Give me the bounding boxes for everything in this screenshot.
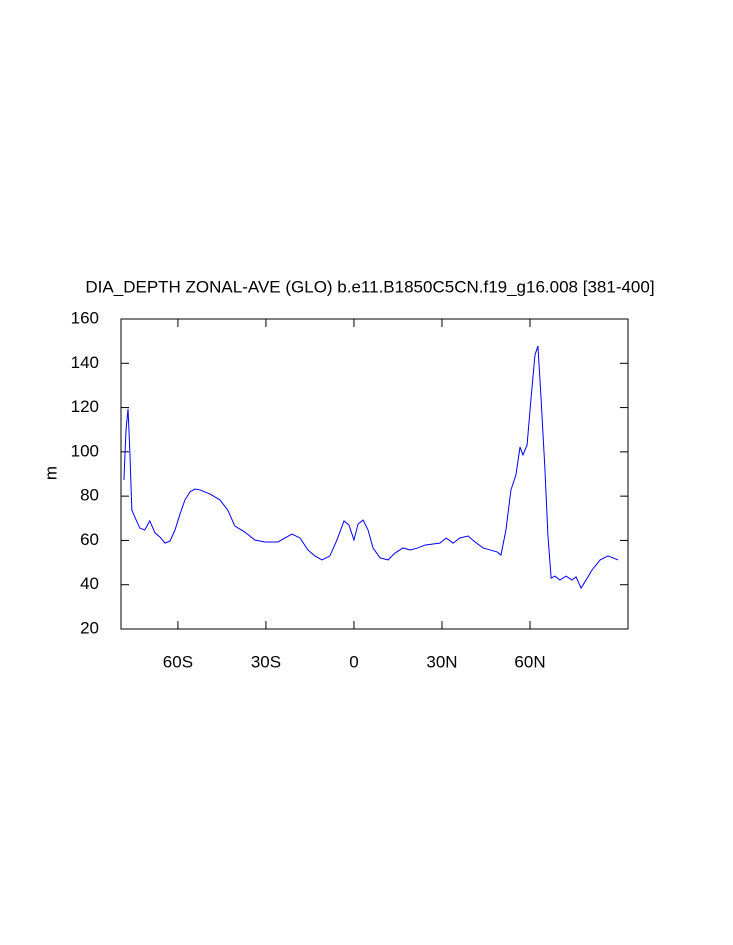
y-axis-label: m	[41, 466, 60, 480]
chart-title: DIA_DEPTH ZONAL-AVE (GLO) b.e11.B1850C5C…	[85, 277, 654, 296]
y-tick-label: 60	[80, 530, 99, 549]
x-tick-label: 0	[349, 652, 358, 671]
data-line	[123, 345, 619, 590]
y-tick-label: 20	[80, 618, 99, 637]
y-tick-label: 80	[80, 486, 99, 505]
x-tick-label: 60N	[514, 652, 545, 671]
y-tick-label: 40	[80, 574, 99, 593]
plot-frame	[120, 318, 629, 630]
x-tick-label: 30S	[251, 652, 281, 671]
y-tick-label: 100	[71, 441, 99, 460]
y-tick-label: 120	[71, 397, 99, 416]
y-tick-label: 140	[71, 353, 99, 372]
x-tick-label: 60S	[163, 652, 193, 671]
y-tick-label: 160	[71, 308, 99, 327]
x-tick-label: 30N	[426, 652, 457, 671]
